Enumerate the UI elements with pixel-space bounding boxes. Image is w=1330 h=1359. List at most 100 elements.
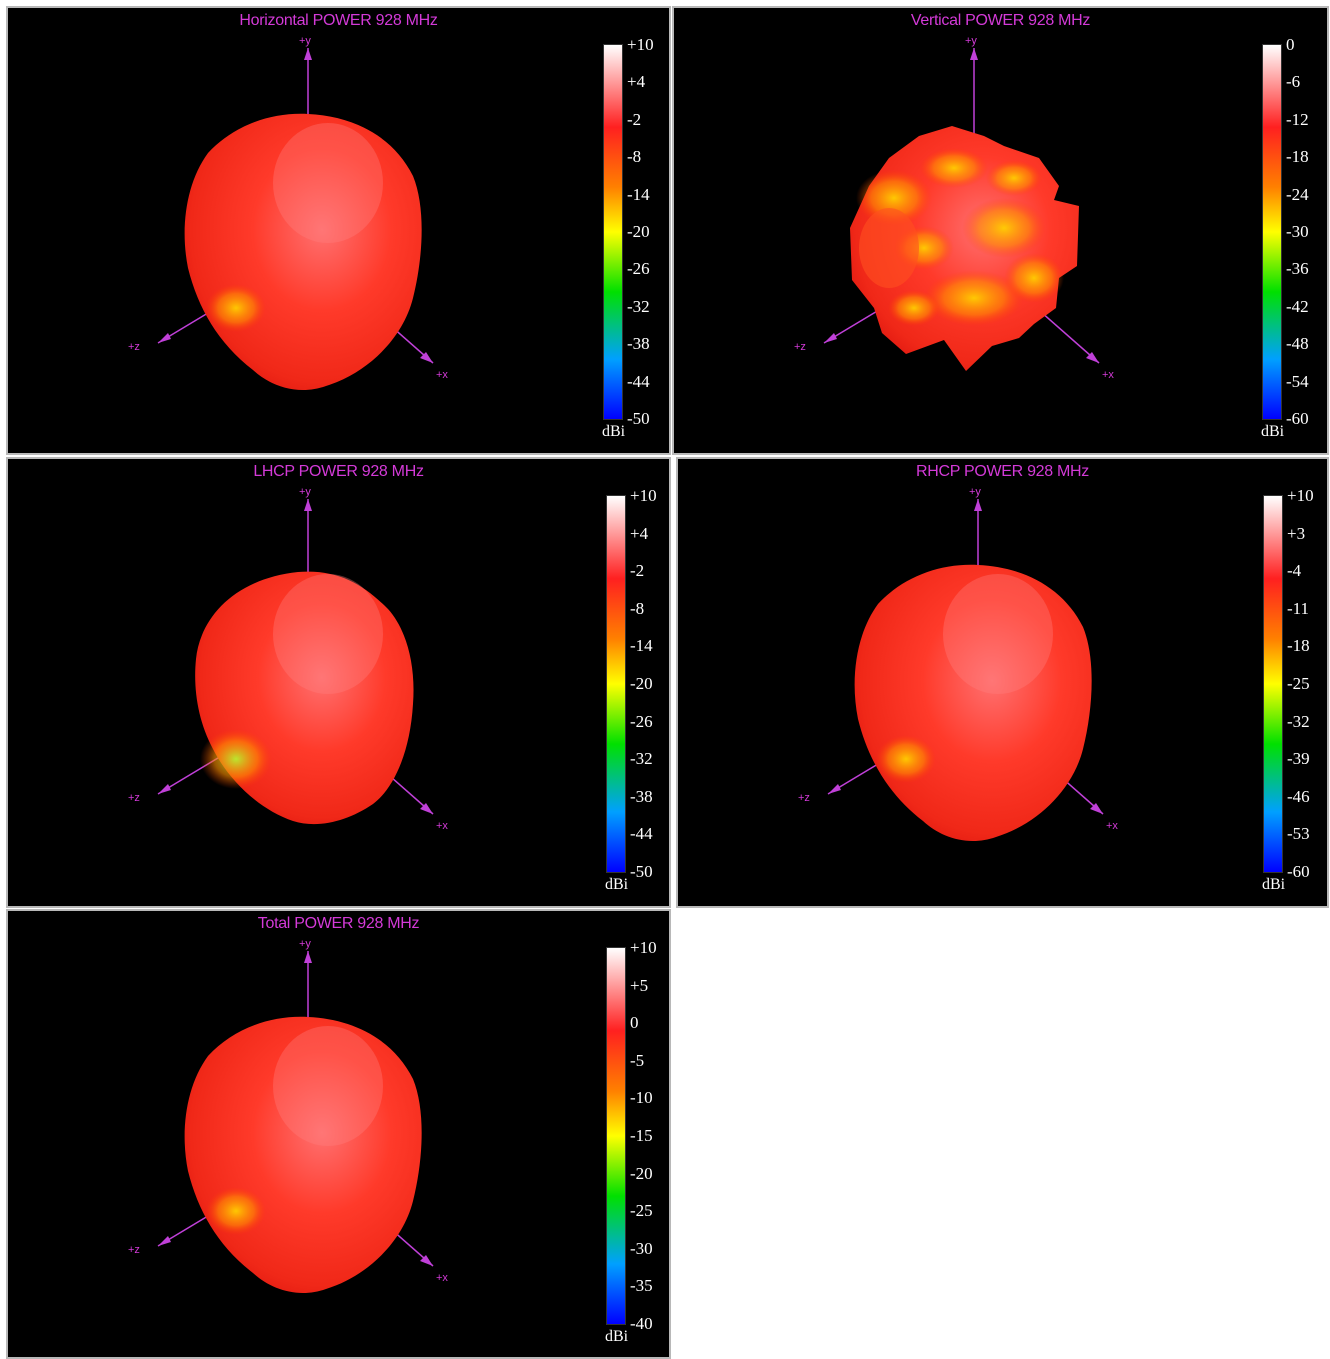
colorbar-tick-label: -18 [1287,636,1310,656]
colorbar-tick-label: -60 [1287,862,1310,881]
colorbar-tick-label: -30 [630,1238,653,1258]
y-axis-label: +y [299,486,311,498]
colorbar-tick-label: -39 [1287,749,1310,769]
colorbar-tick-label: +3 [1287,523,1306,543]
colorbar-tick-label: +4 [627,72,646,92]
panel-title: Total POWER 928 MHz [257,915,420,932]
pattern-shading [200,729,272,789]
z-axis-arrow-icon [828,784,841,794]
colorbar-tick-label: +10 [630,486,657,505]
y-axis-label: +y [299,35,311,47]
pattern-shading [876,735,936,783]
colorbar-unit: dBi [1261,423,1285,440]
y-axis-arrow-icon [974,499,982,511]
colorbar-tick-label: -32 [627,296,650,316]
pattern-surface [184,1016,422,1294]
pattern-shading [888,290,940,326]
z-axis-label: +z [794,341,806,353]
colorbar-tick-label: -48 [1286,334,1309,354]
colorbar-tick-label: -10 [630,1088,653,1108]
radiation-pattern-3d: +y +z +x [798,486,1118,842]
colorbar [1263,495,1283,873]
colorbar-tick-label: -20 [630,674,653,693]
pattern-shading [924,270,1024,326]
panel-total-power: Total POWER 928 MHz +y +z +x dBi +10 +5 0 -5 -… [6,909,671,1359]
colorbar-tick-label: -46 [1287,786,1310,806]
panel-title: RHCP POWER 928 MHz [915,463,1089,480]
x-axis-label: +x [436,820,448,832]
colorbar-tick-label: -26 [627,259,650,279]
colorbar-unit: dBi [605,1328,629,1345]
x-axis-label: +x [1106,820,1118,832]
pattern-surface [184,113,422,391]
x-axis-arrow-icon [420,352,433,363]
y-axis-arrow-icon [304,951,312,963]
y-axis-label: +y [299,938,311,950]
pattern-highlight [273,1026,383,1146]
colorbar-tick-label: -14 [630,636,653,656]
pattern-highlight [273,123,383,243]
colorbar-tick-label: +10 [630,938,657,957]
colorbar-tick-label: -20 [627,222,650,241]
pattern-surface [195,571,414,825]
colorbar-tick-label: -53 [1287,824,1310,844]
colorbar-tick-label: -38 [627,334,650,354]
panel-vertical-power: Vertical POWER 928 MHz +y +z +x dBi 0 -6 -12… [672,6,1329,455]
z-axis-label: +z [128,341,140,353]
radiation-pattern-3d: +y +z +x [128,35,448,391]
z-axis-label: +z [128,792,140,804]
z-axis-label: +z [798,792,810,804]
pattern-shading [1004,253,1064,303]
colorbar-tick-label: -18 [1286,147,1309,167]
y-axis-arrow-icon [304,499,312,511]
pattern-surface [850,126,1079,371]
colorbar-tick-label: -14 [627,184,650,204]
pattern-shading [986,160,1042,196]
panel-title: LHCP POWER 928 MHz [253,463,424,480]
colorbar [603,44,623,420]
colorbar-tick-label: -50 [627,409,650,428]
x-axis-arrow-icon [420,1255,433,1266]
x-axis-label: +x [436,1272,448,1284]
x-axis-label: +x [1102,369,1114,381]
z-axis-label: +z [128,1244,140,1256]
colorbar-tick-label: -8 [627,147,642,167]
colorbar-tick-label: -24 [1286,184,1309,204]
colorbar-tick-label: 0 [1286,35,1295,54]
colorbar-tick-label: -42 [1286,296,1309,316]
panel-lhcp-power: LHCP POWER 928 MHz +y +z +x dBi +10 +4 -2 -8 -… [6,457,671,908]
colorbar-tick-label: -11 [1287,598,1310,618]
pattern-shading [206,284,266,332]
z-axis-arrow-icon [158,784,171,794]
pattern-shading [856,170,932,226]
pattern-highlight [273,574,383,694]
colorbar-tick-label: -50 [630,862,653,881]
panel-rhcp-power: RHCP POWER 928 MHz +y +z +x dBi +10 +3 -4 -11… [676,457,1329,908]
z-axis-arrow-icon [824,333,837,343]
x-axis-arrow-icon [420,803,433,814]
panel-title: Vertical POWER 928 MHz [910,12,1091,29]
colorbar-tick-label: -30 [1286,222,1309,241]
colorbar-tick-label: -44 [630,824,653,844]
colorbar-tick-label: -20 [630,1163,653,1183]
x-axis-arrow-icon [1090,803,1103,814]
colorbar-tick-label: 0 [630,1013,639,1033]
colorbar-tick-label: -32 [1287,711,1310,731]
colorbar-tick-label: -60 [1286,409,1309,428]
colorbar [606,947,626,1325]
y-axis-label: +y [969,486,981,498]
pattern-shading [920,148,988,188]
colorbar-tick-label: +10 [1287,486,1314,505]
colorbar-tick-label: -12 [1286,109,1309,129]
colorbar-tick-label: -25 [630,1201,653,1221]
panel-horizontal-power: Horizontal POWER 928 MHz +y +z +x dBi +10 +… [6,6,671,455]
colorbar-tick-label: -5 [630,1050,645,1070]
colorbar-tick-label: -6 [1286,72,1301,92]
colorbar-tick-label: -2 [630,561,645,581]
colorbar-tick-label: -44 [627,371,650,391]
colorbar-unit: dBi [605,876,629,893]
z-axis-arrow-icon [158,1236,171,1246]
z-axis-arrow-icon [158,333,171,343]
colorbar-tick-label: -36 [1286,259,1309,279]
x-axis-arrow-icon [1086,352,1099,363]
